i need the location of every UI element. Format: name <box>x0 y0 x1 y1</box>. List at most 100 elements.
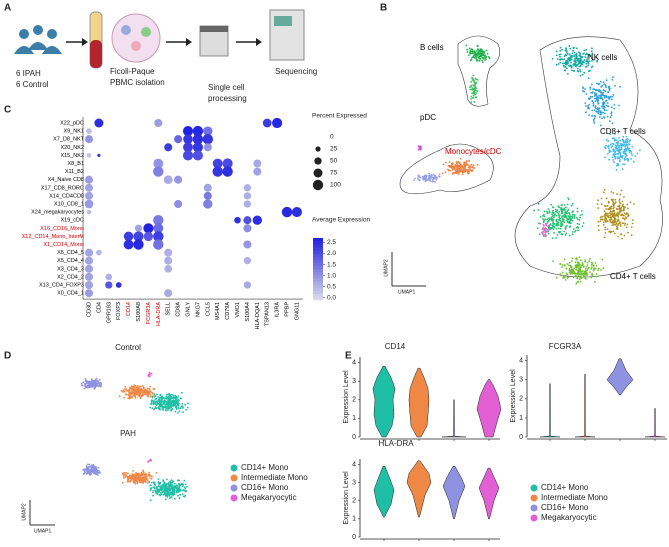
column-label: GNLY <box>185 302 191 317</box>
cell <box>474 55 477 58</box>
cell <box>80 382 83 385</box>
cell <box>137 475 140 478</box>
cell <box>582 266 585 268</box>
cell <box>578 268 581 271</box>
cell <box>600 269 602 271</box>
cell <box>615 207 618 210</box>
cell <box>605 214 608 217</box>
cell <box>597 267 600 270</box>
step-label: PBMC isolation <box>110 78 165 87</box>
cell <box>555 227 558 230</box>
cell <box>610 106 613 109</box>
cell <box>151 393 154 395</box>
cell <box>135 386 137 389</box>
cell <box>145 388 148 391</box>
panel-label: B <box>380 3 387 14</box>
dot <box>212 166 223 177</box>
cell <box>476 78 479 81</box>
cell <box>613 153 615 156</box>
cell <box>158 397 161 400</box>
cell <box>568 53 571 56</box>
cell <box>560 266 563 269</box>
cell <box>632 160 635 163</box>
cell <box>157 481 160 484</box>
cell <box>604 213 607 216</box>
y-tick-label: 4 <box>519 358 523 365</box>
cell <box>473 91 476 94</box>
cell <box>447 169 450 172</box>
cell <box>138 476 141 479</box>
cell <box>125 393 128 396</box>
cell <box>576 265 579 268</box>
column-label: IL3RA <box>275 302 281 318</box>
cell <box>596 203 599 206</box>
cell <box>172 494 175 496</box>
cell <box>556 233 559 236</box>
cell <box>546 229 549 231</box>
panel-label: C <box>4 105 11 116</box>
cell <box>84 468 87 470</box>
cell <box>551 215 554 217</box>
cell <box>563 207 566 210</box>
cell <box>174 406 177 408</box>
cell <box>170 405 173 408</box>
cell <box>126 480 129 483</box>
cell <box>589 86 592 89</box>
cell <box>130 387 133 390</box>
cell <box>616 144 619 147</box>
cell <box>551 57 554 60</box>
cell <box>136 482 139 485</box>
cell <box>125 388 128 391</box>
cell <box>581 90 584 92</box>
cell <box>601 93 604 96</box>
cell <box>597 96 600 99</box>
cell <box>573 215 576 218</box>
cell <box>152 394 155 397</box>
cell <box>596 108 599 111</box>
cell <box>423 177 426 180</box>
cell <box>543 215 546 218</box>
cell <box>575 61 578 64</box>
cell <box>151 396 154 399</box>
cell <box>421 176 424 179</box>
cell <box>568 261 571 264</box>
cell <box>153 400 156 402</box>
cell <box>544 228 546 231</box>
dot <box>84 280 94 290</box>
cell <box>140 387 143 390</box>
cell <box>551 237 554 240</box>
cell <box>452 165 455 168</box>
dot <box>123 231 134 242</box>
cell <box>579 74 582 77</box>
cell <box>624 139 627 141</box>
cell <box>165 406 168 409</box>
cell <box>466 160 468 163</box>
cell <box>616 157 619 160</box>
cell <box>174 482 176 485</box>
cell <box>552 209 554 212</box>
cell <box>589 95 592 98</box>
cell <box>479 50 482 53</box>
cell <box>89 471 92 474</box>
colorbar <box>313 250 323 254</box>
cell <box>81 384 84 387</box>
cell <box>557 231 560 233</box>
gene-title: CD14 <box>385 342 406 351</box>
cell <box>619 142 622 145</box>
cell <box>620 147 623 150</box>
cell <box>459 163 462 166</box>
cell <box>86 386 89 389</box>
cell <box>456 171 459 174</box>
cell <box>618 202 621 204</box>
cell <box>604 217 607 220</box>
legend-key <box>530 514 538 522</box>
cell <box>585 62 588 65</box>
cell <box>565 272 568 275</box>
legend-label: Megakaryocytic <box>241 493 297 502</box>
cell <box>593 267 595 270</box>
cell <box>603 218 605 221</box>
cell <box>186 406 189 409</box>
cell <box>177 403 180 406</box>
cell <box>581 264 583 267</box>
cell <box>628 150 631 153</box>
